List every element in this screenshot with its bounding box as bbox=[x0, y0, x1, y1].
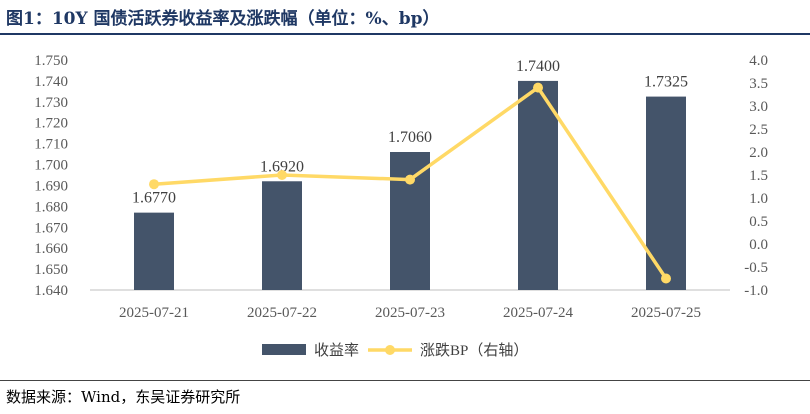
bar-data-label: 1.7400 bbox=[516, 58, 560, 75]
y-left-tick-label: 1.750 bbox=[34, 53, 68, 69]
source-divider bbox=[0, 380, 810, 381]
chart-title: 图1：10Y 国债活跃券收益率及涨跌幅（单位：%、bp） bbox=[6, 9, 440, 29]
legend-swatch-bar bbox=[262, 344, 306, 355]
source-note: 数据来源：Wind，东吴证券研究所 bbox=[6, 388, 241, 406]
chart: 1.750 1.740 1.730 1.720 1.710 1.700 1.690 1.680… bbox=[34, 53, 768, 359]
y-left-tick-label: 1.640 bbox=[34, 283, 68, 299]
x-tick-label: 2025-07-22 bbox=[247, 305, 317, 321]
line-point bbox=[405, 174, 415, 185]
x-tick-label: 2025-07-25 bbox=[631, 305, 701, 321]
legend-label-line: 涨跌BP（右轴） bbox=[420, 342, 528, 359]
y-left-tick-label: 1.700 bbox=[34, 158, 68, 174]
y-left-tick-label: 1.740 bbox=[34, 74, 68, 90]
line-point bbox=[149, 179, 159, 190]
legend-label-bar: 收益率 bbox=[314, 342, 359, 359]
y-right-tick-label: 0.5 bbox=[749, 214, 768, 230]
bar-data-label: 1.6920 bbox=[260, 158, 304, 175]
y-right-tick-label: -1.0 bbox=[744, 283, 768, 299]
y-right-tick-label: 0.0 bbox=[749, 237, 768, 253]
y-left-tick-label: 1.660 bbox=[34, 241, 68, 257]
y-right-tick-label: 4.0 bbox=[749, 53, 768, 69]
bar bbox=[262, 181, 302, 290]
y-left-tick-label: 1.710 bbox=[34, 137, 68, 153]
y-right-tick-label: 1.0 bbox=[749, 191, 768, 207]
bar bbox=[646, 96, 686, 290]
bar-data-label: 1.6770 bbox=[132, 190, 176, 207]
y-right-tick-label: 1.5 bbox=[749, 168, 768, 184]
bar bbox=[518, 80, 558, 290]
x-tick-label: 2025-07-21 bbox=[119, 305, 189, 321]
x-tick-label: 2025-07-23 bbox=[375, 305, 445, 321]
bar-data-label: 1.7060 bbox=[388, 129, 432, 146]
line-point bbox=[533, 82, 543, 93]
title-divider bbox=[0, 33, 810, 35]
line-point bbox=[277, 170, 287, 180]
bar bbox=[390, 152, 430, 290]
y-right-tick-label: 3.5 bbox=[749, 76, 768, 92]
legend-marker-line bbox=[385, 345, 395, 355]
y-right-tick-label: -0.5 bbox=[744, 260, 768, 276]
y-left-tick-label: 1.670 bbox=[34, 220, 68, 236]
y-left-tick-label: 1.690 bbox=[34, 178, 68, 194]
y-left-tick-label: 1.720 bbox=[34, 116, 68, 132]
y-right-tick-label: 2.0 bbox=[749, 145, 768, 161]
y-left-tick-label: 1.680 bbox=[34, 199, 68, 215]
x-tick-label: 2025-07-24 bbox=[503, 305, 573, 321]
bar bbox=[134, 212, 174, 290]
y-left-tick-label: 1.730 bbox=[34, 95, 68, 111]
line-point bbox=[661, 273, 671, 284]
y-right-tick-label: 2.5 bbox=[749, 122, 768, 138]
y-left-tick-label: 1.650 bbox=[34, 262, 68, 278]
bar-data-label: 1.7325 bbox=[644, 74, 688, 91]
y-right-tick-label: 3.0 bbox=[749, 99, 768, 115]
